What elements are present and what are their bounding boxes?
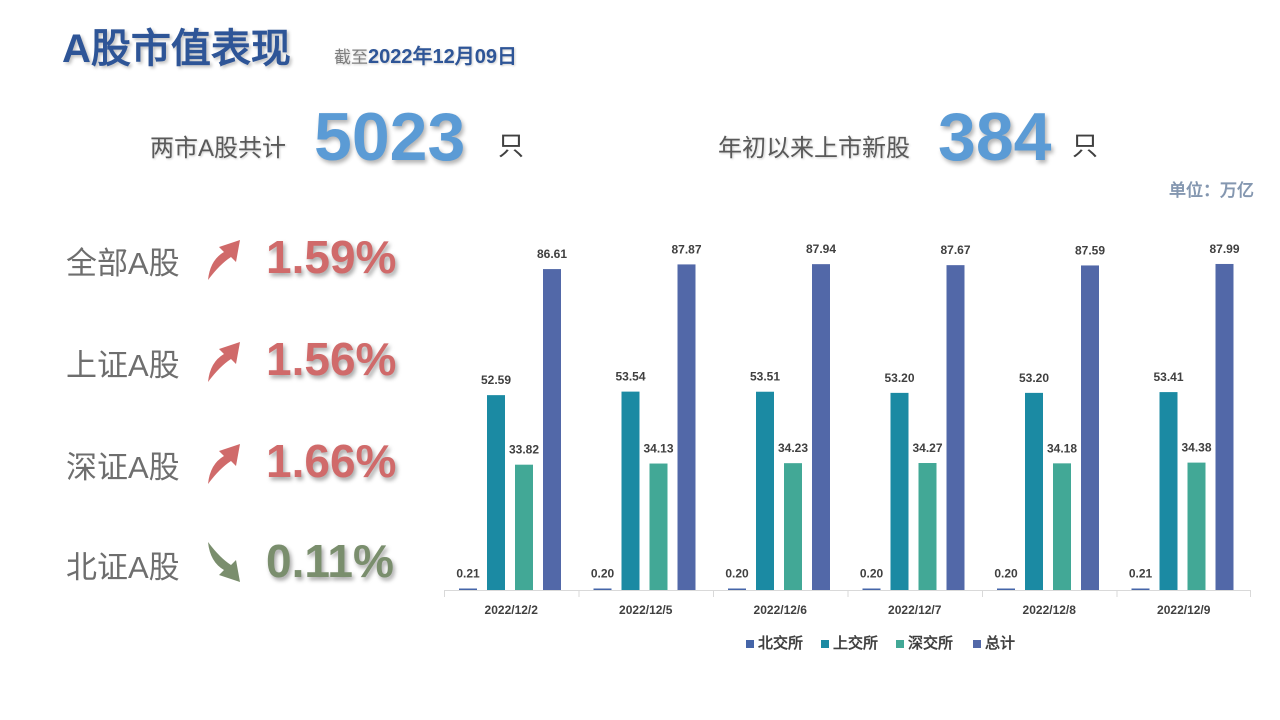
data-label: 34.18 [1047,441,1077,455]
data-label: 52.59 [481,373,511,387]
arrow-down-icon [208,542,240,582]
total-stocks-label: 两市A股共计 [150,135,287,162]
market-cap-bar-chart: 0.21 52.59 33.82 86.61 2022/12/2 0.20 53.54 34.… [444,242,1251,617]
index-label-all: 全部A股 [66,246,180,281]
data-label: 0.21 [456,567,480,581]
index-value-sh: 1.56% [266,333,397,385]
legend-label: 北交所 [758,635,804,652]
index-label-sz: 深证A股 [66,450,180,485]
legend-label: 深交所 [908,635,954,652]
data-label: 34.38 [1181,441,1211,455]
legend-item-bj: 北交所 [746,632,803,653]
bar [1025,392,1043,590]
bar [812,264,830,590]
bar [946,265,965,590]
subtitle-date: 2022年12月09日 [368,46,517,68]
new-listings-unit: 只 [1072,131,1099,161]
legend-swatch [896,640,904,649]
arrow-up-icon [208,342,240,382]
data-label: 53.20 [884,371,914,385]
bar [621,391,640,590]
index-label-sh: 上证A股 [66,348,180,383]
legend-label: 上交所 [833,635,879,652]
bar [1081,265,1099,590]
data-label: 0.20 [860,567,884,581]
bar [593,588,612,590]
legend-swatch [746,640,754,649]
data-label: 0.21 [1129,567,1153,581]
bar [784,463,802,590]
bar [997,588,1015,590]
data-label: 87.87 [671,242,701,256]
x-tick-label: 2022/12/7 [888,603,942,617]
bar [515,464,533,590]
bar [459,588,477,590]
bar [756,391,774,590]
index-value-all: 1.59% [266,231,397,283]
legend-item-sz: 深交所 [896,632,953,653]
bar [1159,392,1178,590]
x-tick-label: 2022/12/9 [1157,603,1211,617]
data-label: 0.20 [725,567,749,581]
bar [1215,263,1234,590]
unit-note: 单位：万亿 [1169,181,1254,200]
new-listings-label: 年初以来上市新股 [718,135,910,162]
bar [1131,588,1150,590]
data-label: 0.20 [591,567,615,581]
bar [1053,463,1071,590]
arrow-up-icon [208,240,240,280]
data-label: 33.82 [509,443,539,457]
data-label: 87.59 [1075,243,1105,257]
bar [677,264,696,590]
x-tick-label: 2022/12/2 [485,603,539,617]
data-label: 34.13 [643,442,673,456]
data-label: 87.94 [806,242,836,256]
data-label: 53.41 [1153,370,1183,384]
x-tick-label: 2022/12/6 [754,603,808,617]
data-label: 53.51 [750,370,780,384]
page-title: A股市值表现 [62,27,291,71]
legend-label: 总计 [985,635,1016,652]
data-label: 87.99 [1209,242,1239,256]
data-label: 0.20 [994,567,1018,581]
data-label: 87.67 [940,243,970,257]
data-label: 53.20 [1019,371,1049,385]
x-tick-label: 2022/12/5 [619,603,673,617]
data-label: 34.23 [778,441,808,455]
bar [890,392,909,590]
bar [1187,462,1206,590]
index-value-sz: 1.66% [266,435,397,487]
index-value-bj: 0.11% [266,535,394,587]
bar [918,463,937,590]
data-label: 53.54 [615,370,645,384]
new-listings-value: 384 [938,99,1052,175]
data-label: 86.61 [537,247,567,261]
bar [728,588,746,590]
bar [543,269,561,590]
subtitle-prefix: 截至 [334,48,368,67]
bar [862,588,881,590]
bar [649,463,668,590]
arrow-up-icon [208,444,240,484]
legend-item-sh: 上交所 [821,632,878,653]
legend-item-total: 总计 [973,632,1015,653]
index-label-bj: 北证A股 [66,550,180,585]
total-stocks-value: 5023 [314,99,466,175]
page-subtitle: 截至2022年12月09日 [334,40,517,69]
data-label: 34.27 [912,441,942,455]
x-tick-label: 2022/12/8 [1023,603,1077,617]
bar [487,395,505,590]
legend-swatch [973,640,981,649]
legend-swatch [821,640,829,649]
total-stocks-unit: 只 [498,131,525,161]
